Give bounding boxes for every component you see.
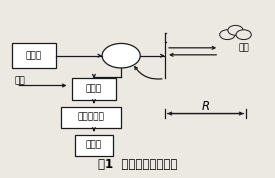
Circle shape xyxy=(228,25,243,35)
Text: R: R xyxy=(202,100,210,113)
Text: 显示器: 显示器 xyxy=(86,141,102,150)
FancyArrowPatch shape xyxy=(135,67,162,79)
Text: 噪声: 噪声 xyxy=(15,77,26,86)
Bar xyxy=(61,106,121,128)
Circle shape xyxy=(220,30,235,40)
Circle shape xyxy=(236,30,251,40)
Text: 接收机: 接收机 xyxy=(86,85,102,93)
Text: 图1  雷达系统工作原理: 图1 雷达系统工作原理 xyxy=(98,158,177,171)
Text: 信号处理机: 信号处理机 xyxy=(78,112,105,122)
Bar xyxy=(12,43,56,68)
Text: 目标: 目标 xyxy=(238,43,249,53)
Text: 发射机: 发射机 xyxy=(26,51,42,60)
Bar xyxy=(75,135,113,156)
Circle shape xyxy=(102,43,140,68)
Bar xyxy=(72,78,116,100)
